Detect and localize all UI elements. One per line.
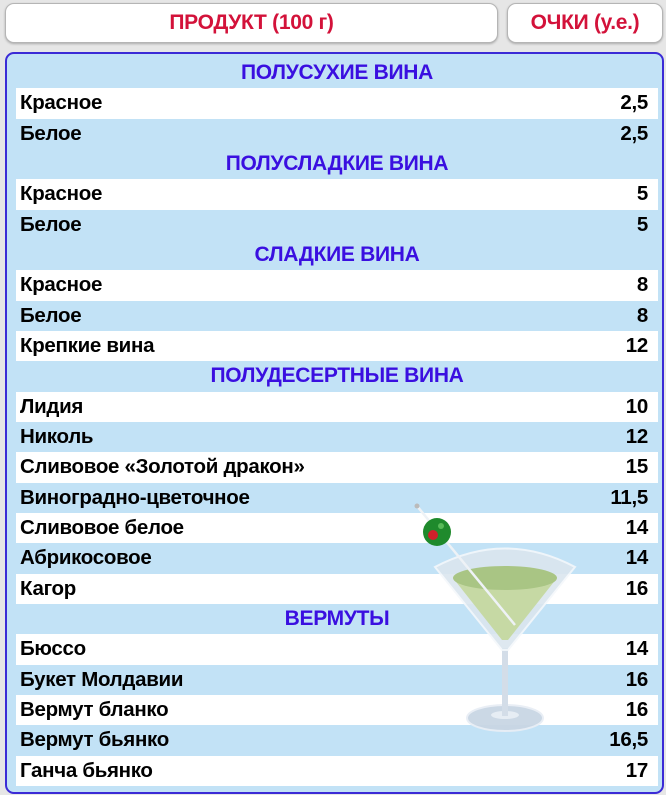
- product-name: Белое: [20, 121, 82, 145]
- table-row: Лидия 10: [16, 391, 658, 422]
- product-name: Крепкие вина: [20, 334, 155, 358]
- product-name: Красное: [20, 273, 103, 297]
- product-points: 14: [625, 516, 649, 540]
- product-points: 2,5: [620, 91, 648, 115]
- table-row: Ганча бьянко 17: [16, 755, 658, 786]
- section-header: ПОЛУСУХИЕ ВИНА: [241, 61, 433, 85]
- table-row: Белое 5: [16, 210, 658, 240]
- product-points: 17: [625, 758, 649, 782]
- product-points: 16: [625, 576, 649, 600]
- product-points: 15: [625, 455, 649, 479]
- product-points: 11,5: [610, 485, 648, 509]
- table-row: Бюссо 14: [16, 634, 658, 665]
- product-name: Виноградно-цветочное: [20, 485, 250, 509]
- product-points: 8: [636, 303, 648, 327]
- table-row: Вермут бьянко 16,5: [16, 725, 658, 755]
- product-name: Абрикосовое: [20, 546, 152, 570]
- table-row: Белое 2,5: [16, 119, 658, 149]
- table-row: Красное 5: [16, 179, 658, 210]
- product-points: 16,5: [609, 728, 648, 752]
- table-row: Букет Молдавии 16: [16, 665, 658, 695]
- product-name: Кагор: [20, 576, 76, 600]
- product-points: 5: [636, 212, 648, 236]
- product-name: Сливовое «Золотой дракон»: [20, 455, 305, 479]
- product-points: 8: [636, 273, 648, 297]
- wine-points-table: ПОЛУСУХИЕ ВИНА Красное 2,5 Белое 2,5 ПОЛУСЛАД…: [5, 52, 664, 794]
- product-points: 14: [625, 637, 649, 661]
- product-points: 16: [625, 698, 649, 722]
- product-name: Красное: [20, 91, 103, 115]
- product-name: Белое: [20, 212, 82, 236]
- product-name: Букет Молдавии: [20, 667, 184, 691]
- product-name: Бюссо: [20, 637, 86, 661]
- table-row: Абрикосовое 14: [16, 543, 658, 573]
- product-points: 5: [636, 182, 648, 206]
- product-points: 10: [625, 394, 649, 418]
- table-row: Белое 8: [16, 301, 658, 331]
- product-name: Вермут бьянко: [20, 728, 169, 752]
- product-points: 12: [625, 334, 649, 358]
- section-header: СЛАДКИЕ ВИНА: [254, 243, 420, 267]
- product-points: 12: [625, 425, 649, 449]
- product-name: Сливовое белое: [20, 516, 184, 540]
- product-name: Вермут бланко: [20, 698, 169, 722]
- table-row: Красное 8: [16, 270, 658, 301]
- product-column-header: ПРОДУКТ (100 г): [5, 3, 498, 43]
- product-name: Ганча бьянко: [20, 758, 153, 782]
- product-name: Красное: [20, 182, 103, 206]
- table-row: Николь 12: [16, 422, 658, 452]
- section-header: ПОЛУДЕСЕРТНЫЕ ВИНА: [210, 364, 464, 388]
- section-header: ВЕРМУТЫ: [284, 607, 390, 631]
- product-name: Лидия: [20, 394, 84, 418]
- product-points: 2,5: [620, 121, 648, 145]
- points-column-header: ОЧКИ (у.е.): [507, 3, 663, 43]
- table-row: Сливовое «Золотой дракон» 15: [16, 452, 658, 483]
- martini-glass-icon: [414, 503, 577, 732]
- product-points: 16: [625, 667, 649, 691]
- product-points: 14: [625, 546, 649, 570]
- table-rows: ПОЛУСУХИЕ ВИНА Красное 2,5 Белое 2,5 ПОЛУСЛАД…: [16, 58, 658, 786]
- table-row: Крепкие вина 12: [16, 330, 658, 362]
- table-row: Вермут бланко 16: [16, 694, 658, 726]
- table-row: Сливовое белое 14: [16, 512, 658, 544]
- product-name: Белое: [20, 303, 82, 327]
- section-header: ПОЛУСЛАДКИЕ ВИНА: [225, 152, 449, 176]
- table-row: Виноградно-цветочное 11,5: [16, 483, 658, 513]
- table-row: Красное 2,5: [16, 88, 658, 119]
- product-name: Николь: [20, 425, 94, 449]
